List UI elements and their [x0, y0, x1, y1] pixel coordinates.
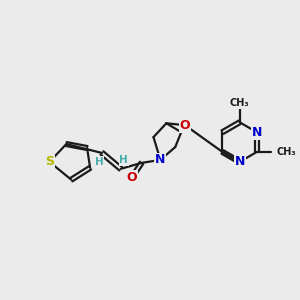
- Text: S: S: [45, 155, 54, 168]
- Text: H: H: [94, 157, 103, 167]
- Text: N: N: [234, 155, 245, 168]
- Text: H: H: [119, 155, 128, 165]
- Text: O: O: [126, 171, 137, 184]
- Text: O: O: [180, 119, 190, 132]
- Text: N: N: [155, 153, 166, 167]
- Text: N: N: [252, 126, 262, 139]
- Text: CH₃: CH₃: [277, 147, 296, 157]
- Text: CH₃: CH₃: [230, 98, 249, 109]
